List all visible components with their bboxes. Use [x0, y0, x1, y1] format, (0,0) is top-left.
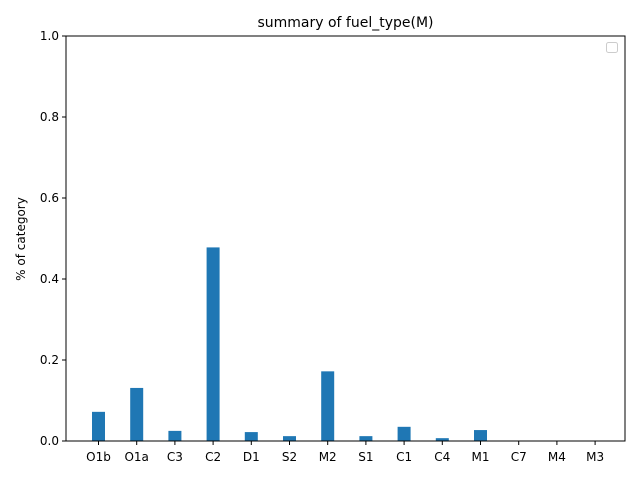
- y-tick-label: 0.0: [40, 434, 59, 448]
- x-tick-label: S2: [282, 450, 297, 464]
- y-tick-label: 1.0: [40, 29, 59, 43]
- x-tick-label: M1: [472, 450, 490, 464]
- plot-frame: [65, 35, 626, 442]
- bar-C3: [168, 430, 182, 442]
- x-tick-label: O1b: [86, 450, 111, 464]
- bar-D1: [244, 432, 258, 441]
- bar-M1: [474, 430, 487, 441]
- x-tick-label: C7: [511, 450, 527, 464]
- bar-S2: [283, 436, 296, 441]
- chart-title: summary of fuel_type(M): [257, 15, 433, 31]
- bar-C1: [397, 426, 411, 441]
- x-tick-label: M3: [586, 450, 604, 464]
- x-tick-label: M4: [548, 450, 566, 464]
- x-tick-label: S1: [358, 450, 373, 464]
- x-tick-label: D1: [243, 450, 260, 464]
- y-tick-label: 0.4: [40, 272, 59, 286]
- x-tick-label: C3: [167, 450, 183, 464]
- x-axis-ticks: O1b O1a C3 C2 D1 S2 M2 S1 C1 C4 M1 C7 M4 M3: [86, 441, 604, 464]
- bar-C2: [206, 247, 220, 441]
- bars-group: [92, 247, 487, 442]
- x-tick-label: C2: [205, 450, 221, 464]
- bar-O1b: [92, 411, 105, 441]
- y-tick-label: 0.6: [40, 191, 59, 205]
- y-tick-label: 0.2: [40, 353, 59, 367]
- x-tick-label: C4: [434, 450, 450, 464]
- y-axis-label: % of category: [14, 197, 28, 281]
- legend-box: [606, 42, 618, 53]
- y-axis-ticks: 0.0 0.2 0.4 0.6 0.8 1.0: [40, 29, 66, 448]
- x-tick-label: M2: [319, 450, 337, 464]
- x-tick-label: O1a: [124, 450, 148, 464]
- x-tick-label: C1: [396, 450, 412, 464]
- bar-S1: [359, 436, 373, 441]
- bar-O1a: [130, 387, 144, 441]
- bar-C4: [435, 438, 449, 441]
- bar-M2: [321, 371, 335, 441]
- y-tick-label: 0.8: [40, 110, 59, 124]
